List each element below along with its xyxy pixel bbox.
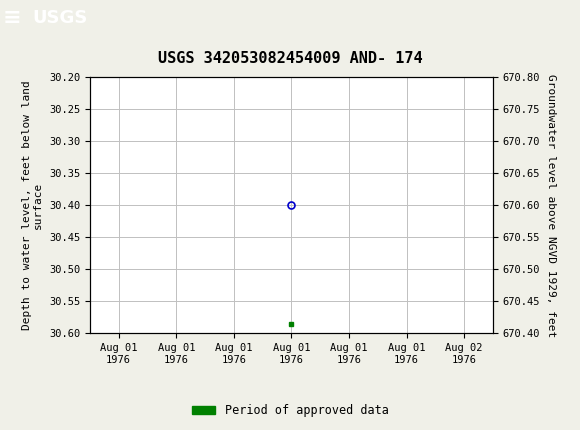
Text: ≡: ≡ [3,8,21,28]
Y-axis label: Groundwater level above NGVD 1929, feet: Groundwater level above NGVD 1929, feet [546,74,556,337]
Text: USGS: USGS [32,9,87,27]
Text: USGS 342053082454009 AND- 174: USGS 342053082454009 AND- 174 [158,51,422,65]
Legend: Period of approved data: Period of approved data [187,399,393,422]
Y-axis label: Depth to water level, feet below land
surface: Depth to water level, feet below land su… [22,80,44,330]
